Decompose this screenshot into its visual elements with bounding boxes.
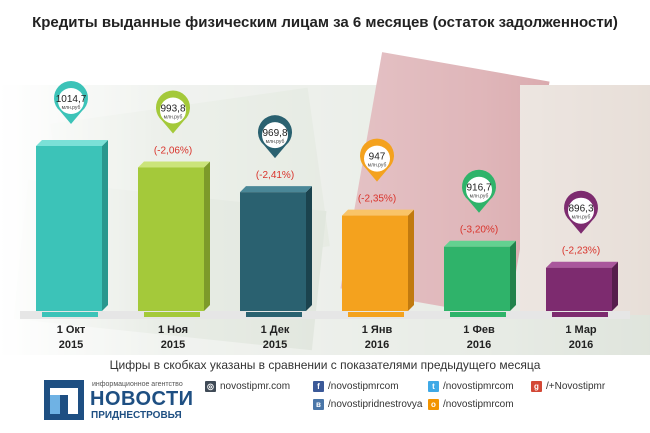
bar-side <box>510 240 516 311</box>
vk-link[interactable]: в /novostipridnestrovya <box>313 399 423 410</box>
bar <box>444 246 510 311</box>
unit-label: млн.руб <box>266 139 285 145</box>
logo-name: НОВОСТИ <box>90 388 194 410</box>
bar-base-marker <box>42 312 98 317</box>
bar <box>138 167 204 311</box>
logo-icon <box>44 380 84 420</box>
x-tick-label: 2016 <box>365 339 389 351</box>
bar-base-marker <box>450 312 506 317</box>
change-label: (-2,23%) <box>562 246 600 257</box>
x-tick-label: 1 Окт <box>57 324 86 336</box>
facebook-link-text[interactable]: /novostipmrcom <box>328 381 399 392</box>
change-label: (-2,06%) <box>154 145 192 156</box>
bar-top <box>240 186 312 193</box>
bar-base-marker <box>348 312 404 317</box>
logo-tagline: информационное агентство <box>92 381 183 388</box>
googleplus-link[interactable]: g /+Novostipmr <box>531 381 605 392</box>
twitter-icon: t <box>428 381 439 392</box>
website-link[interactable]: ◎ novostipmr.com <box>205 381 290 392</box>
bar <box>240 192 306 311</box>
change-label: (-2,41%) <box>256 170 294 181</box>
bar-base-marker <box>144 312 200 317</box>
x-tick-label: 1 Дек <box>261 324 290 336</box>
value-pin-inner <box>466 176 492 203</box>
ok-link[interactable]: o /novostipmrcom <box>428 399 514 410</box>
change-label: (-2,35%) <box>358 194 396 205</box>
bar-base-marker <box>246 312 302 317</box>
chart-base-strip <box>20 311 630 319</box>
ok-icon: o <box>428 399 439 410</box>
value-label: 947 <box>369 152 386 163</box>
bar-base-marker <box>552 312 608 317</box>
unit-label: млн.руб <box>368 163 387 169</box>
x-tick-label: 2016 <box>569 339 593 351</box>
bar-top <box>36 140 108 146</box>
x-tick-label: 1 Янв <box>362 324 393 336</box>
googleplus-icon: g <box>531 381 542 392</box>
chart-title: Кредиты выданные физическим лицам за 6 м… <box>32 14 618 31</box>
website-link-text[interactable]: novostipmr.com <box>220 381 291 392</box>
x-tick-label: 2016 <box>467 339 491 351</box>
value-label: 916,7 <box>466 183 491 194</box>
unit-label: млн.руб <box>62 105 81 111</box>
twitter-link[interactable]: t /novostipmrcom <box>428 381 514 392</box>
x-tick-label: 1 Фев <box>463 324 495 336</box>
googleplus-link-text[interactable]: /+Novostipmr <box>546 381 606 392</box>
bar <box>342 215 408 311</box>
value-pin-inner <box>160 97 186 124</box>
value-pin-inner <box>58 88 84 114</box>
change-label: (-3,20%) <box>460 225 498 236</box>
vk-link-text[interactable]: /novostipridnestrovya <box>328 399 423 410</box>
bar-side <box>306 186 312 311</box>
bar-top <box>342 209 414 216</box>
unit-label: млн.руб <box>164 114 183 120</box>
value-pin-inner <box>568 197 594 224</box>
globe-icon: ◎ <box>205 381 216 392</box>
facebook-icon: f <box>313 381 324 392</box>
value-pin-inner <box>262 122 288 149</box>
x-tick-label: 1 Ноя <box>158 324 188 336</box>
twitter-link-text[interactable]: /novostipmrcom <box>443 381 514 392</box>
bar-side <box>204 161 210 311</box>
value-label: 993,8 <box>160 103 185 114</box>
value-label: 896,3 <box>568 204 593 215</box>
logo-subtitle: ПРИДНЕСТРОВЬЯ <box>91 410 182 421</box>
value-label: 969,8 <box>262 128 287 139</box>
bar <box>546 267 612 311</box>
bar <box>36 146 102 311</box>
x-tick-label: 2015 <box>263 339 287 351</box>
bar-top <box>546 261 618 268</box>
x-tick-label: 2015 <box>161 339 185 351</box>
chart-footnote: Цифры в скобках указаны в сравнении с по… <box>109 358 541 372</box>
value-pin-inner <box>364 145 390 172</box>
unit-label: млн.руб <box>572 215 591 221</box>
facebook-link[interactable]: f /novostipmrcom <box>313 381 399 392</box>
ok-link-text[interactable]: /novostipmrcom <box>443 399 514 410</box>
value-label: 1014,7 <box>56 94 87 105</box>
x-tick-label: 1 Мар <box>565 324 597 336</box>
bar-side <box>102 140 108 311</box>
bar-side <box>408 209 414 311</box>
x-tick-label: 2015 <box>59 339 83 351</box>
bar-side <box>612 261 618 311</box>
unit-label: млн.руб <box>470 194 489 200</box>
bar-top <box>138 161 210 168</box>
vk-icon: в <box>313 399 324 410</box>
bar-top <box>444 240 516 247</box>
